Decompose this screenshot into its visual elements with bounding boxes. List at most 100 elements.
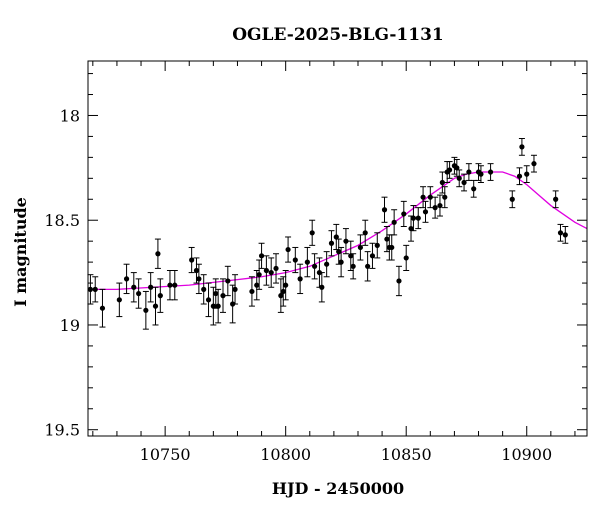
data-point bbox=[143, 307, 149, 313]
data-point bbox=[333, 234, 339, 240]
data-point bbox=[562, 232, 568, 238]
data-point bbox=[553, 196, 559, 202]
data-point bbox=[415, 215, 421, 221]
data-point bbox=[410, 215, 417, 221]
data-point bbox=[292, 257, 298, 263]
data-point bbox=[461, 179, 467, 186]
data-point bbox=[487, 169, 494, 175]
data-point bbox=[220, 293, 226, 299]
x-tick-label: 10750 bbox=[140, 445, 191, 464]
data-point bbox=[304, 259, 310, 265]
data-point bbox=[401, 211, 407, 217]
data-point bbox=[519, 144, 525, 150]
data-point bbox=[439, 179, 445, 186]
data-point bbox=[116, 297, 122, 303]
data-point bbox=[256, 272, 262, 278]
data-point bbox=[278, 293, 284, 299]
data-point bbox=[157, 293, 163, 299]
data-point bbox=[350, 263, 356, 269]
data-point bbox=[420, 194, 426, 200]
x-tick-label: 10850 bbox=[381, 445, 432, 464]
data-point bbox=[167, 282, 173, 288]
model-curve bbox=[88, 171, 587, 290]
y-tick-label: 18.5 bbox=[44, 211, 80, 230]
model-curve-layer bbox=[88, 171, 587, 290]
y-axis-label: I magnitude bbox=[11, 197, 30, 307]
data-point bbox=[357, 244, 364, 251]
data-point bbox=[531, 161, 537, 167]
data-point bbox=[408, 225, 414, 232]
data-point bbox=[471, 186, 477, 192]
y-tick-label: 19.5 bbox=[44, 421, 80, 440]
data-point bbox=[193, 267, 200, 274]
data-point bbox=[427, 194, 433, 200]
data-point bbox=[336, 249, 342, 255]
data-point bbox=[442, 194, 448, 200]
data-point bbox=[205, 297, 212, 303]
data-point bbox=[432, 205, 438, 211]
x-axis-label: HJD - 2450000 bbox=[272, 479, 404, 498]
data-point bbox=[268, 269, 274, 276]
data-point bbox=[319, 284, 325, 290]
data-point bbox=[280, 288, 286, 295]
data-point bbox=[148, 284, 154, 290]
data-point bbox=[155, 251, 161, 257]
data-point bbox=[189, 257, 195, 263]
data-point bbox=[152, 303, 159, 309]
y-tick-label: 18 bbox=[60, 106, 80, 125]
data-point bbox=[215, 303, 221, 309]
data-point bbox=[403, 255, 409, 261]
data-point bbox=[196, 276, 202, 282]
data-point bbox=[92, 286, 98, 292]
data-point bbox=[225, 278, 231, 284]
y-tick-label: 19 bbox=[60, 316, 80, 335]
data-point bbox=[362, 230, 368, 236]
data-point bbox=[516, 173, 523, 179]
data-point bbox=[311, 263, 318, 269]
data-point bbox=[384, 236, 390, 242]
data-point bbox=[365, 263, 371, 269]
data-point bbox=[422, 209, 429, 215]
data-point bbox=[437, 202, 443, 209]
axis-ticks: 10750 10800 10850 10900 18 18.5 19 19.5 bbox=[44, 61, 587, 464]
data-point bbox=[391, 219, 397, 225]
data-point bbox=[258, 253, 265, 259]
data-point bbox=[328, 240, 335, 246]
data-point bbox=[446, 167, 453, 173]
data-point bbox=[213, 290, 219, 297]
data-point bbox=[343, 238, 349, 244]
x-tick-label: 10800 bbox=[260, 445, 311, 464]
data-point bbox=[249, 288, 255, 295]
data-point bbox=[456, 175, 462, 181]
data-point bbox=[369, 253, 376, 259]
data-point bbox=[210, 303, 216, 309]
data-point bbox=[454, 165, 460, 171]
data-point bbox=[297, 276, 303, 282]
chart-title: OGLE-2025-BLG-1131 bbox=[232, 25, 444, 45]
data-point bbox=[136, 290, 142, 297]
data-point bbox=[254, 282, 260, 288]
data-point bbox=[348, 253, 354, 259]
data-point bbox=[338, 259, 344, 265]
data-point bbox=[99, 305, 106, 311]
data-point bbox=[557, 230, 564, 236]
data-point bbox=[123, 276, 130, 282]
data-point bbox=[131, 284, 137, 290]
data-point bbox=[273, 265, 279, 272]
data-point bbox=[478, 171, 484, 177]
data-point bbox=[381, 207, 388, 213]
data-point bbox=[201, 286, 207, 292]
data-point bbox=[263, 267, 269, 274]
data-point bbox=[374, 242, 380, 248]
data-point bbox=[232, 286, 238, 292]
data-point bbox=[524, 171, 530, 177]
data-point bbox=[509, 196, 515, 202]
data-point bbox=[172, 282, 178, 288]
data-point bbox=[324, 261, 330, 267]
data-points-layer bbox=[87, 138, 569, 330]
data-point bbox=[466, 169, 472, 175]
plot-frame bbox=[87, 60, 588, 437]
data-point bbox=[396, 278, 402, 284]
data-point bbox=[309, 230, 315, 236]
